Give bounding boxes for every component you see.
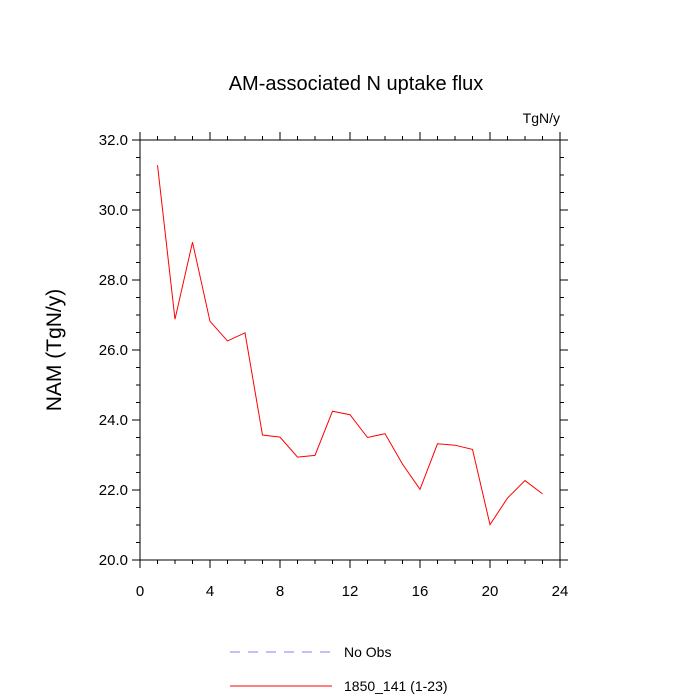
x-tick-label: 24: [552, 583, 569, 600]
x-axis-ticks: 0 4 8 12 16 20 24: [136, 132, 569, 600]
x-tick-label: 8: [276, 583, 284, 600]
plot-frame: [139, 139, 561, 561]
x-tick-label: 20: [482, 583, 499, 600]
x-tick-label: 0: [136, 583, 144, 600]
series-line-1: [157, 165, 543, 526]
y-tick-label: 32.0: [99, 132, 128, 149]
x-tick-label: 16: [412, 583, 429, 600]
legend-label-0: No Obs: [344, 644, 391, 660]
y-axis-ticks: 20.0 22.0 24.0 26.0 28.0 30.0 32.0: [99, 132, 568, 569]
y-tick-label: 22.0: [99, 482, 128, 499]
series-layer: [157, 165, 543, 526]
y-tick-label: 24.0: [99, 412, 128, 429]
chart-title: AM-associated N uptake flux: [229, 73, 484, 95]
x-tick-label: 4: [206, 583, 214, 600]
x-tick-label: 12: [342, 583, 359, 600]
legend: No Obs 1850_141 (1-23): [230, 644, 448, 694]
y-tick-label: 28.0: [99, 272, 128, 289]
y-tick-label: 26.0: [99, 342, 128, 359]
legend-label-1: 1850_141 (1-23): [344, 678, 448, 694]
y-tick-label: 20.0: [99, 552, 128, 569]
units-label: TgN/y: [523, 110, 560, 126]
y-tick-label: 30.0: [99, 202, 128, 219]
y-axis-label: NAM (TgN/y): [43, 289, 66, 412]
